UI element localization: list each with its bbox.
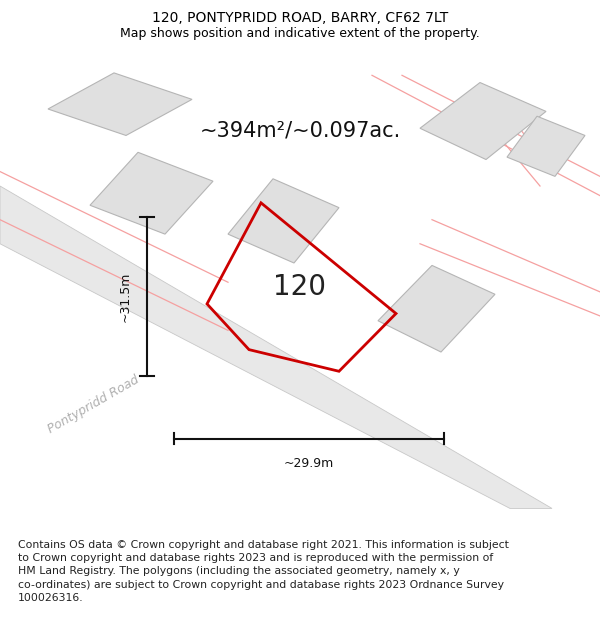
Polygon shape bbox=[378, 266, 495, 352]
Polygon shape bbox=[48, 73, 192, 136]
Polygon shape bbox=[228, 179, 339, 263]
Text: ~29.9m: ~29.9m bbox=[284, 457, 334, 470]
Text: ~394m²/~0.097ac.: ~394m²/~0.097ac. bbox=[199, 121, 401, 141]
Text: Pontypridd Road: Pontypridd Road bbox=[45, 374, 141, 436]
Polygon shape bbox=[420, 82, 546, 159]
Polygon shape bbox=[507, 116, 585, 176]
Text: 120: 120 bbox=[274, 273, 326, 301]
Polygon shape bbox=[90, 152, 213, 234]
Polygon shape bbox=[0, 186, 552, 509]
Text: 120, PONTYPRIDD ROAD, BARRY, CF62 7LT: 120, PONTYPRIDD ROAD, BARRY, CF62 7LT bbox=[152, 11, 448, 25]
Text: Contains OS data © Crown copyright and database right 2021. This information is : Contains OS data © Crown copyright and d… bbox=[18, 540, 509, 602]
Text: Map shows position and indicative extent of the property.: Map shows position and indicative extent… bbox=[120, 27, 480, 40]
Text: ~31.5m: ~31.5m bbox=[119, 271, 132, 322]
